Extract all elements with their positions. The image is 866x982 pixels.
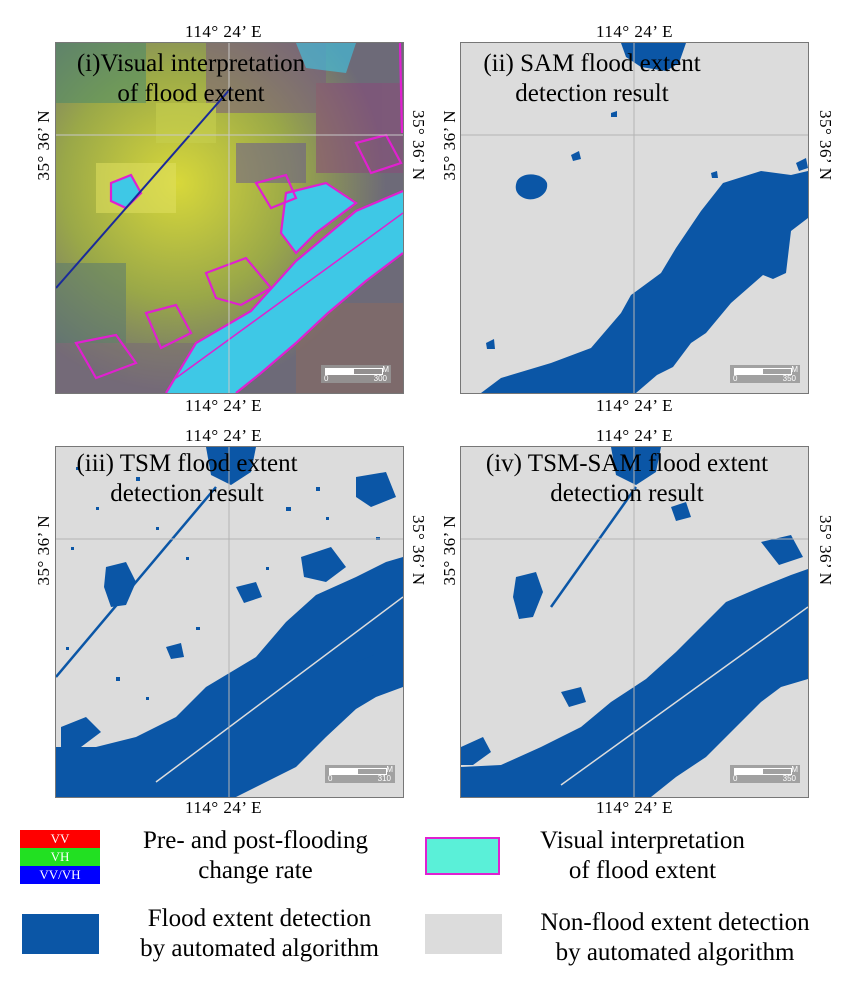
- panel-ii-title-line2: detection result: [515, 80, 669, 107]
- scale-bar-i: 0 300 M: [321, 365, 391, 383]
- lat-label-left: 35° 36’ N: [440, 515, 459, 586]
- panel-ii-title-line1: (ii) SAM flood extent: [483, 50, 701, 77]
- legend-rgb-swatch: VV VH VV/VH: [20, 830, 100, 884]
- panel-ii-title: (ii) SAM flood extent detection result: [461, 49, 723, 109]
- legend-rgb-vvvh: VV/VH: [20, 866, 100, 884]
- tsm-sam-result-map: [461, 447, 808, 797]
- scale-iii-max: 310: [377, 774, 391, 783]
- panel-iii-title-line1: (iii) TSM flood extent: [76, 450, 298, 477]
- panel-i-title: (i)Visual interpretation of flood extent: [56, 49, 326, 109]
- legend-flood-line2: by automated algorithm: [140, 935, 379, 962]
- scale-iv-zero: 0: [733, 774, 738, 783]
- panel-iv-title-line1: (iv) TSM-SAM flood extent: [485, 450, 769, 477]
- lat-label-left: 35° 36’ N: [34, 515, 53, 586]
- scale-i-unit: M: [382, 365, 389, 374]
- legend-rgb-vv: VV: [20, 830, 100, 848]
- legend-rgb-vh: VH: [20, 848, 100, 866]
- scale-bar-ii: 0 350 M: [730, 365, 800, 383]
- scale-i-zero: 0: [324, 374, 329, 383]
- scale-bar-iv: 0 350 M: [730, 765, 800, 783]
- visual-interpretation-map: [56, 43, 403, 393]
- scale-ii-zero: 0: [733, 374, 738, 383]
- scale-ii-unit: M: [791, 365, 798, 374]
- lat-label-right: 35° 36’ N: [816, 110, 835, 181]
- scale-iii-zero: 0: [328, 774, 333, 783]
- panel-iii-title: (iii) TSM flood extent detection result: [56, 449, 318, 509]
- lon-label-bottom: 114° 24’ E: [596, 396, 673, 415]
- scale-bar-iii: 0 310 M: [325, 765, 395, 783]
- panel-iii-title-line2: detection result: [110, 480, 264, 507]
- legend-visual-line1: Visual interpretation: [540, 827, 745, 854]
- legend-flood-text: Flood extent detection by automated algo…: [103, 904, 416, 964]
- sam-result-map: [461, 43, 808, 393]
- legend-flood-swatch: [22, 914, 99, 954]
- lon-label-bottom: 114° 24’ E: [185, 396, 262, 415]
- scale-ii-max: 350: [782, 374, 796, 383]
- legend-visual-line2: of flood extent: [568, 857, 717, 884]
- scale-iii-unit: M: [386, 765, 393, 774]
- lat-label-right: 35° 36’ N: [409, 110, 428, 181]
- legend-nonflood-line2: by automated algorithm: [555, 939, 795, 966]
- lon-label-top: 114° 24’ E: [596, 426, 673, 445]
- scale-iv-unit: M: [791, 765, 798, 774]
- lat-label-left: 35° 36’ N: [440, 110, 459, 181]
- lon-label-top: 114° 24’ E: [185, 426, 262, 445]
- lat-label-right: 35° 36’ N: [409, 515, 428, 586]
- panel-tsm-result: (iii) TSM flood extent detection result …: [55, 446, 404, 798]
- panel-i-title-line1: (i)Visual interpretation: [76, 50, 306, 77]
- tsm-result-map: [56, 447, 403, 797]
- panel-iv-title-line2: detection result: [550, 480, 704, 507]
- panel-iv-title: (iv) TSM-SAM flood extent detection resu…: [461, 449, 793, 509]
- lon-label-top: 114° 24’ E: [185, 22, 262, 41]
- scale-i-max: 300: [373, 374, 387, 383]
- legend-visual-swatch: [425, 837, 500, 875]
- legend-nonflood-swatch: [425, 914, 502, 954]
- legend-change-rate-line1: Pre- and post-flooding: [143, 827, 368, 854]
- legend-nonflood-text: Non-flood extent detection by automated …: [505, 908, 845, 968]
- lon-label-bottom: 114° 24’ E: [596, 798, 673, 817]
- lon-label-bottom: 114° 24’ E: [185, 798, 262, 817]
- legend-flood-line1: Flood extent detection: [147, 905, 372, 932]
- legend-nonflood-line1: Non-flood extent detection: [540, 909, 810, 936]
- legend-change-rate-line2: change rate: [198, 857, 313, 884]
- panel-sam-result: (ii) SAM flood extent detection result 0…: [460, 42, 809, 394]
- panel-i-title-line2: of flood extent: [117, 80, 265, 107]
- legend-visual-text: Visual interpretation of flood extent: [505, 826, 780, 886]
- scale-iv-max: 350: [782, 774, 796, 783]
- lon-label-top: 114° 24’ E: [596, 22, 673, 41]
- panel-tsm-sam-result: (iv) TSM-SAM flood extent detection resu…: [460, 446, 809, 798]
- lat-label-right: 35° 36’ N: [816, 515, 835, 586]
- lat-label-left: 35° 36’ N: [34, 110, 53, 181]
- legend-change-rate-text: Pre- and post-flooding change rate: [108, 826, 403, 886]
- panel-visual-interpretation: (i)Visual interpretation of flood extent…: [55, 42, 404, 394]
